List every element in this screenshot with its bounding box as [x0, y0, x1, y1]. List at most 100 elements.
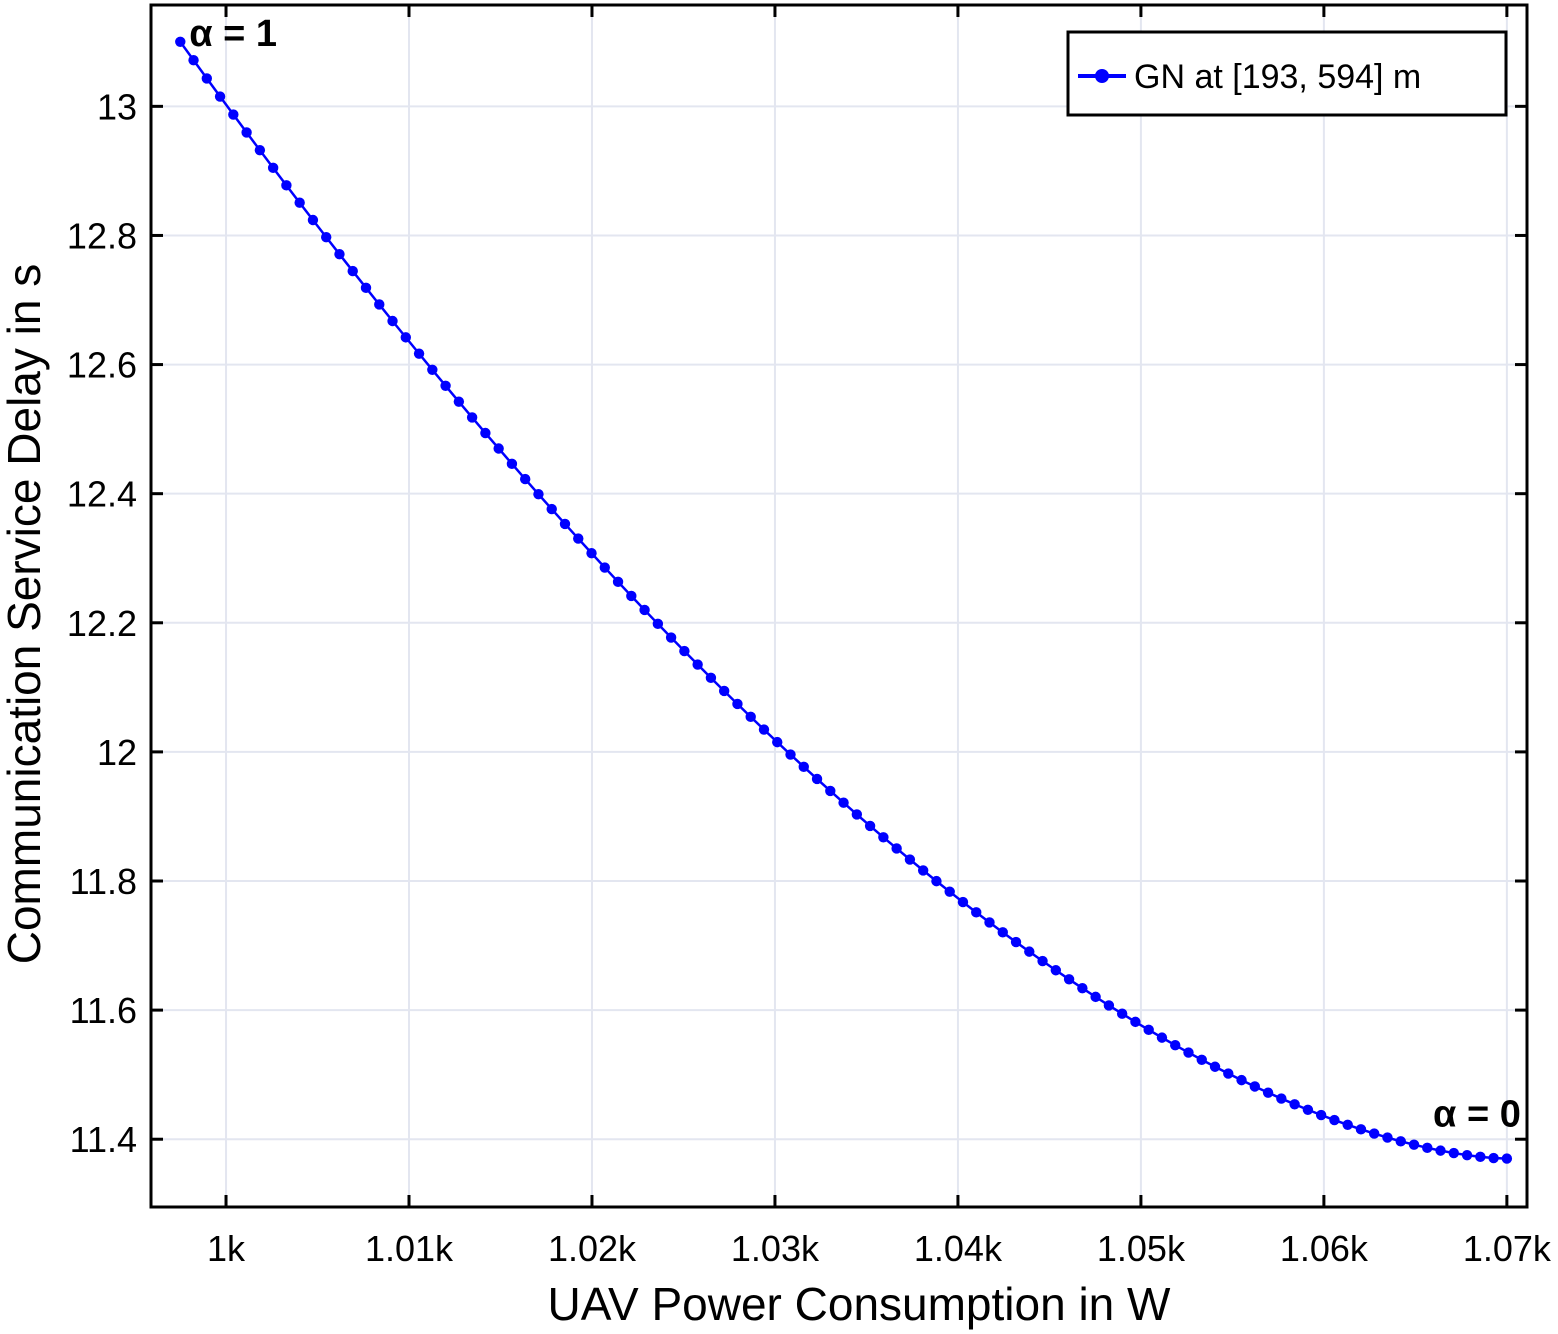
- x-tick-label: 1.01k: [365, 1228, 454, 1269]
- data-point: [931, 875, 942, 887]
- data-point: [984, 917, 995, 928]
- y-tick-label: 11.4: [70, 1119, 137, 1160]
- x-tick-label: 1k: [207, 1228, 246, 1269]
- data-point: [1382, 1132, 1393, 1143]
- legend-label: GN at [193, 594] m: [1134, 58, 1421, 96]
- data-point: [228, 109, 239, 120]
- data-point: [612, 576, 624, 588]
- data-point: [1143, 1024, 1154, 1036]
- data-point: [665, 632, 677, 643]
- legend-box: [1066, 30, 1508, 117]
- data-point: [1276, 1093, 1287, 1104]
- data-point: [1116, 1008, 1128, 1019]
- data-point: [745, 711, 756, 723]
- data-point: [718, 685, 730, 697]
- data-point: [1196, 1054, 1207, 1065]
- data-point: [1249, 1081, 1261, 1092]
- data-point: [1130, 1016, 1141, 1028]
- data-point: [864, 820, 876, 832]
- data-point: [825, 785, 836, 797]
- data-point: [798, 761, 809, 773]
- data-point: [559, 518, 571, 530]
- y-tick-label: 11.8: [70, 861, 137, 902]
- data-point: [1024, 946, 1035, 957]
- data-point: [917, 865, 929, 876]
- data-point: [1408, 1139, 1420, 1150]
- data-point: [1262, 1087, 1274, 1098]
- data-point: [1223, 1068, 1234, 1079]
- data-point: [772, 736, 783, 748]
- data-point: [1302, 1104, 1314, 1115]
- data-point: [466, 412, 478, 423]
- data-point: [679, 645, 690, 657]
- data-point: [1077, 982, 1088, 994]
- data-point: [785, 749, 796, 760]
- data-point: [1395, 1136, 1406, 1147]
- data-point: [188, 54, 199, 66]
- data-point: [307, 214, 319, 226]
- series-layer: [175, 36, 1513, 1164]
- data-point: [493, 443, 504, 454]
- y-tick-label: 12.4: [67, 474, 137, 515]
- data-point: [838, 797, 849, 808]
- y-tick-label: 12.8: [67, 215, 137, 256]
- x-tick-label: 1.04k: [914, 1228, 1003, 1269]
- data-point: [1329, 1114, 1340, 1126]
- data-point: [1461, 1149, 1473, 1161]
- data-point: [1422, 1142, 1433, 1154]
- annotation-alpha-0: α = 0: [1433, 1094, 1521, 1136]
- y-tick-label: 13: [97, 86, 137, 127]
- data-point: [599, 562, 610, 573]
- data-point: [1488, 1152, 1499, 1164]
- data-point: [440, 380, 451, 391]
- y-tick-label: 12: [97, 732, 137, 773]
- data-point: [374, 299, 385, 310]
- data-point: [506, 458, 518, 470]
- data-point: [1369, 1128, 1380, 1139]
- data-point: [1289, 1099, 1300, 1110]
- data-point: [241, 127, 252, 138]
- y-tick-label: 12.2: [67, 603, 137, 644]
- y-axis-title: Communication Service Delay in s: [0, 264, 50, 965]
- data-point: [851, 809, 863, 820]
- data-point: [1050, 965, 1062, 976]
- data-point: [705, 672, 717, 684]
- data-point: [400, 332, 411, 343]
- data-point: [1501, 1153, 1513, 1164]
- data-point: [546, 503, 557, 515]
- annotation-alpha-1: α = 1: [189, 13, 277, 55]
- x-axis-title: UAV Power Consumption in W: [548, 1278, 1172, 1330]
- series-line: [179, 41, 1507, 1160]
- data-point: [1236, 1074, 1247, 1086]
- data-point: [254, 144, 266, 156]
- data-point: [1475, 1151, 1486, 1163]
- x-tick-label: 1.02k: [548, 1228, 637, 1269]
- data-point: [891, 843, 902, 854]
- x-tick-label: 1.06k: [1280, 1228, 1369, 1269]
- x-tick-label: 1.05k: [1097, 1228, 1186, 1269]
- legend: GN at [193, 594] m: [1066, 30, 1508, 117]
- data-point: [1037, 955, 1048, 967]
- data-point: [944, 886, 955, 897]
- data-point: [1355, 1124, 1367, 1135]
- data-point: [413, 348, 425, 359]
- data-point: [971, 907, 982, 918]
- data-point: [1435, 1145, 1446, 1156]
- grid: [151, 5, 1527, 1207]
- data-point: [997, 927, 1008, 938]
- data-point: [1103, 1000, 1115, 1011]
- data-point: [214, 91, 226, 102]
- legend-marker: [1095, 69, 1109, 83]
- data-point: [758, 724, 770, 735]
- data-point: [1315, 1109, 1327, 1121]
- data-point: [1209, 1061, 1221, 1072]
- data-point: [732, 698, 743, 710]
- data-point: [878, 832, 889, 843]
- y-tick-label: 11.6: [70, 990, 137, 1031]
- x-tick-label: 1.07k: [1463, 1228, 1552, 1269]
- data-point: [267, 162, 279, 174]
- data-point: [904, 854, 916, 865]
- data-point: [957, 896, 969, 908]
- data-point: [1010, 936, 1022, 948]
